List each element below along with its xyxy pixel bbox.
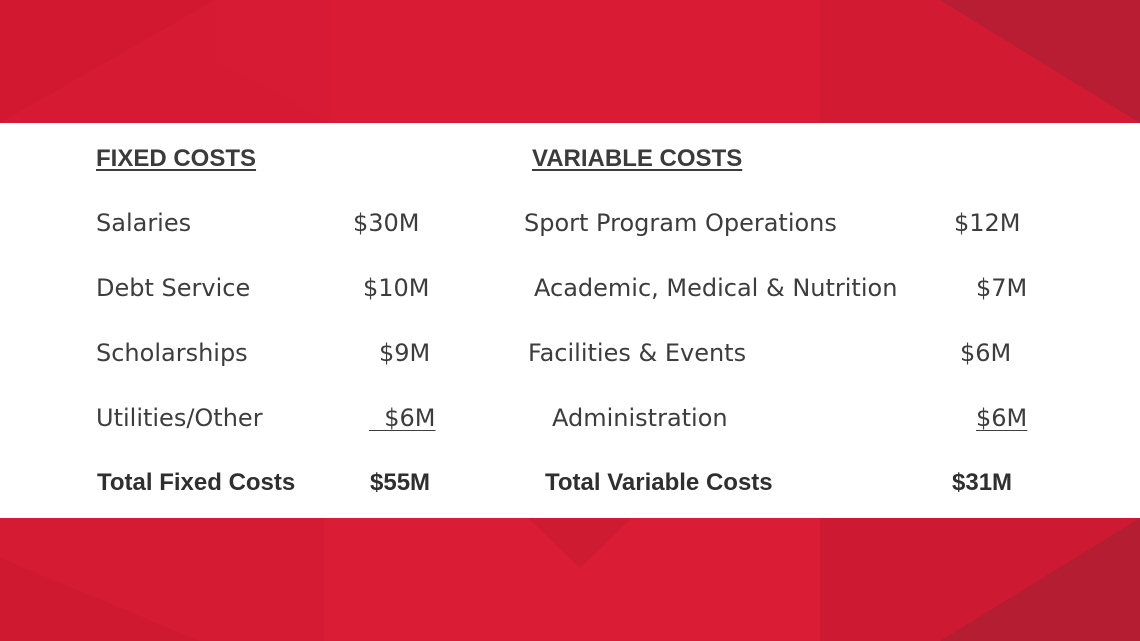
variable-item-amount: $6M (960, 339, 1012, 367)
cost-panel: FIXED COSTS Salaries $30M Debt Service $… (0, 123, 1140, 518)
variable-total-amount: $31M (952, 469, 1013, 496)
top-band-background (0, 0, 1140, 123)
fixed-item-amount: $6M (369, 404, 436, 432)
variable-item-label: Sport Program Operations (524, 209, 837, 237)
bottom-red-band (0, 518, 1140, 641)
fixed-item-amount: $10M (363, 274, 430, 302)
fixed-total-label: Total Fixed Costs (97, 469, 296, 496)
variable-costs-heading: VARIABLE COSTS (532, 145, 743, 172)
fixed-item-label: Utilities/Other (96, 404, 263, 432)
variable-item-label: Academic, Medical & Nutrition (534, 274, 898, 302)
fixed-item-label: Scholarships (96, 339, 248, 367)
variable-item-amount: $7M (976, 274, 1028, 302)
fixed-item-amount: $9M (379, 339, 431, 367)
top-red-band (0, 0, 1140, 123)
variable-total-label: Total Variable Costs (545, 469, 773, 496)
variable-item-amount: $12M (954, 209, 1021, 237)
fixed-total-amount: $55M (370, 469, 431, 496)
fixed-item-amount: $30M (353, 209, 420, 237)
variable-item-amount: $6M (976, 404, 1028, 432)
fixed-costs-heading: FIXED COSTS (96, 145, 257, 172)
variable-item-label: Facilities & Events (528, 339, 747, 367)
fixed-item-label: Debt Service (96, 274, 251, 302)
fixed-item-label: Salaries (96, 209, 192, 237)
bottom-band-background (0, 518, 1140, 641)
variable-item-label: Administration (552, 404, 728, 432)
